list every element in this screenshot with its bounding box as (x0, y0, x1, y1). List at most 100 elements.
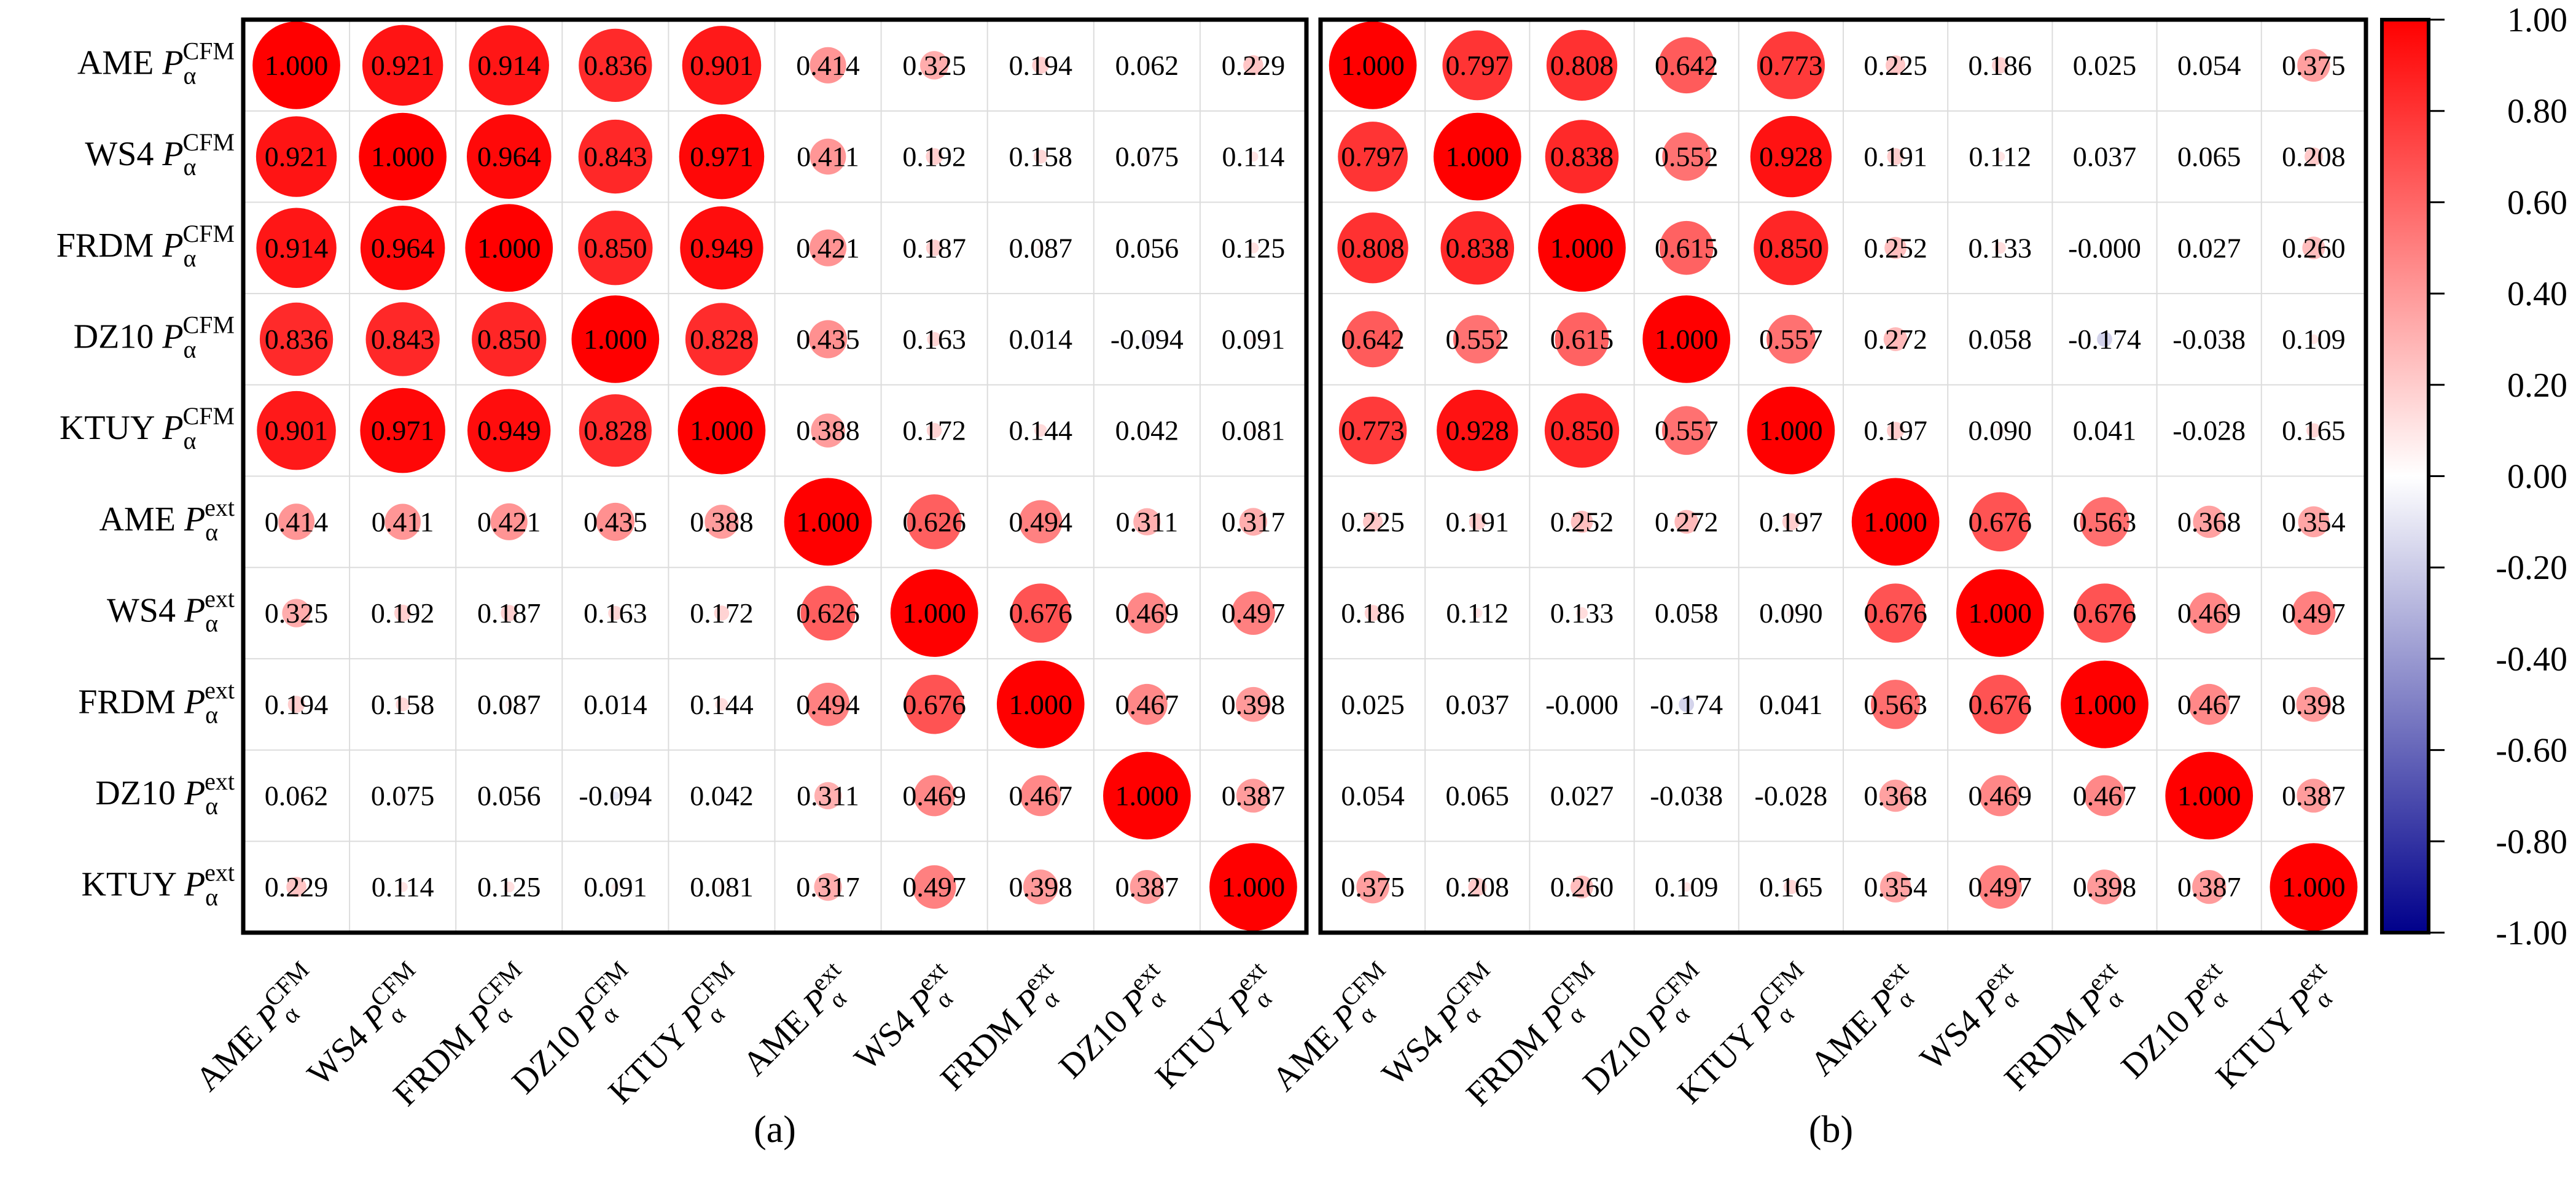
correlation-circle (1032, 56, 1050, 74)
correlation-value: 0.194 (1009, 50, 1073, 81)
correlation-value: 0.497 (2282, 597, 2346, 629)
correlation-circle (1674, 510, 1699, 534)
correlation-circle (611, 883, 620, 891)
colorbar-tick-label: -0.20 (2496, 549, 2567, 587)
correlation-value: 0.808 (1550, 50, 1614, 81)
correlation-circle (1249, 427, 1257, 434)
correlation-value: 0.843 (371, 324, 435, 355)
panel-frame (1318, 17, 2368, 935)
correlation-circle (1684, 610, 1689, 616)
correlation-circle (904, 675, 964, 734)
correlation-circle (501, 605, 518, 621)
correlation-circle (1020, 775, 1061, 817)
correlation-circle (912, 865, 956, 909)
correlation-circle (1356, 870, 1389, 904)
correlation-circle (1580, 794, 1583, 797)
correlation-value: 0.109 (2282, 324, 2346, 355)
row-label: DZ10 Pαext (95, 767, 235, 820)
heatmap-panel-a: 1.000 0.921 0.914 0.836 0.901 0.414 0.325 0.194… (57, 17, 1309, 1151)
correlation-value: 0.354 (1864, 871, 1927, 903)
correlation-value: 0.172 (902, 415, 966, 446)
correlation-circle (810, 47, 846, 84)
correlation-circle (1248, 151, 1259, 162)
correlation-circle (1453, 315, 1502, 363)
correlation-circle (2292, 591, 2336, 635)
correlation-circle (1970, 492, 2030, 552)
correlation-value: 0.971 (690, 141, 754, 173)
correlation-circle (806, 683, 850, 726)
column-label: AME PαCFM (1260, 956, 1408, 1104)
correlation-value: 0.087 (1009, 232, 1073, 263)
correlation-value: 0.435 (584, 506, 647, 537)
correlation-circle (2188, 683, 2230, 725)
correlation-value: 0.041 (2073, 415, 2137, 446)
correlation-value: 0.494 (1009, 506, 1073, 537)
correlation-circle (1546, 29, 1618, 101)
correlation-circle (1468, 877, 1487, 896)
correlation-circle (926, 239, 943, 257)
heatmap-panel-b: 1.000 0.797 0.808 0.642 0.773 0.225 0.186 0.025… (1260, 17, 2368, 1151)
correlation-value: 0.642 (1341, 324, 1405, 355)
correlation-circle (1544, 393, 1620, 468)
correlation-circle (1996, 426, 2004, 435)
correlation-value: 0.260 (1550, 871, 1614, 903)
column-label: FRDM Pαext (929, 956, 1076, 1103)
correlation-circle (467, 389, 551, 472)
correlation-circle (1870, 680, 1921, 729)
correlation-circle (1658, 37, 1715, 94)
correlation-value: 0.676 (1009, 597, 1073, 629)
correlation-value: 0.808 (1341, 232, 1405, 263)
correlation-circle (2192, 870, 2227, 904)
correlation-circle (1789, 794, 1792, 797)
correlation-value: 0.225 (1341, 506, 1405, 537)
correlation-value: 0.133 (1550, 597, 1614, 629)
correlation-circle (1442, 30, 1513, 101)
correlation-value: 0.421 (796, 232, 860, 263)
correlation-circle (1787, 609, 1795, 617)
correlation-circle (1681, 882, 1692, 892)
correlation-circle (2102, 429, 2107, 433)
correlation-value: 0.229 (265, 871, 329, 903)
correlation-value: 0.037 (1446, 689, 1510, 720)
correlation-circle (1684, 794, 1688, 798)
correlation-circle (926, 148, 943, 165)
correlation-circle (1144, 245, 1150, 251)
correlation-circle (466, 114, 552, 199)
correlation-value: 0.311 (1115, 506, 1178, 537)
correlation-circle (718, 883, 725, 891)
correlation-value: 0.041 (1759, 689, 1823, 720)
correlation-value: 1.000 (1969, 597, 2032, 629)
correlation-value: 0.191 (1446, 506, 1510, 537)
correlation-value: 0.144 (690, 689, 754, 720)
correlation-value: 0.062 (265, 780, 329, 811)
correlation-circle (1865, 583, 1926, 643)
correlation-circle (1209, 843, 1297, 931)
correlation-circle (677, 386, 766, 475)
correlation-value: 1.000 (1446, 141, 1510, 173)
correlation-circle (1337, 212, 1408, 284)
correlation-circle (2097, 332, 2112, 347)
correlation-value: 0.027 (1550, 780, 1614, 811)
correlation-value: 0.368 (2177, 506, 2241, 537)
correlation-value: 0.042 (1115, 415, 1179, 446)
correlation-value: 0.042 (690, 780, 754, 811)
correlation-value: 0.497 (902, 871, 966, 903)
correlation-value: -0.000 (2068, 232, 2141, 263)
correlation-value: 0.375 (1341, 871, 1405, 903)
correlation-circle (2305, 147, 2323, 166)
correlation-circle (1034, 424, 1047, 437)
correlation-value: 0.272 (1864, 324, 1927, 355)
correlation-value: 0.194 (265, 689, 329, 720)
correlation-circle (578, 119, 652, 194)
correlation-circle (1372, 703, 1374, 706)
correlation-value: 0.317 (796, 871, 860, 903)
correlation-value: 0.125 (1222, 232, 1286, 263)
correlation-circle (682, 26, 762, 105)
correlation-value: 0.133 (1969, 232, 2032, 263)
correlation-circle (1338, 396, 1407, 465)
correlation-value: 1.000 (477, 232, 541, 263)
correlation-circle (384, 503, 421, 540)
correlation-value: 0.843 (584, 141, 647, 173)
correlation-circle (578, 211, 653, 286)
correlation-value: 0.901 (690, 50, 754, 81)
